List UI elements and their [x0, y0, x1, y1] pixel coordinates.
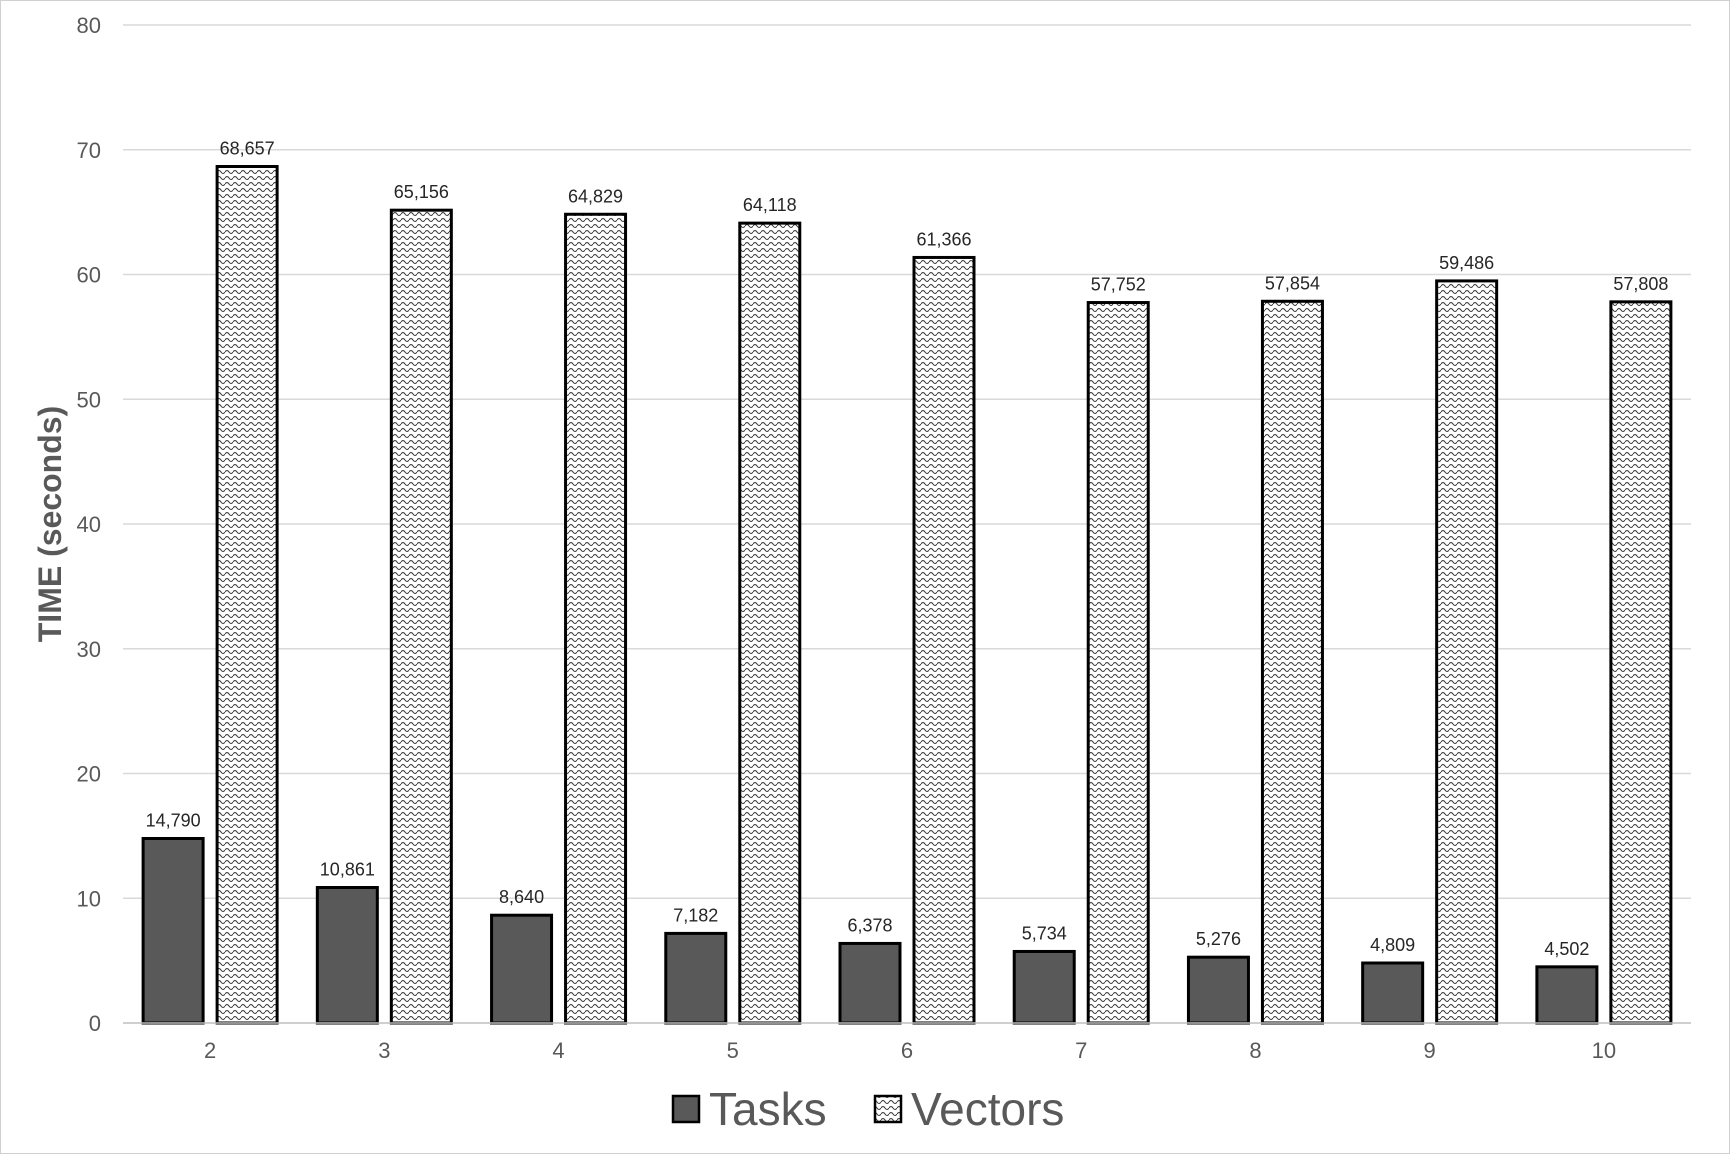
legend-label-vectors: Vectors [911, 1083, 1064, 1135]
bar-vectors-2 [215, 165, 279, 1025]
data-label-vectors-10: 57,808 [1613, 274, 1668, 294]
x-axis-ticks: 2 3 4 5 6 7 8 9 10 [204, 1038, 1616, 1063]
y-tick-label: 70 [77, 138, 101, 163]
bar-tasks-8 [1186, 955, 1250, 1025]
legend-label-tasks: Tasks [709, 1083, 827, 1135]
bar-vectors-7 [1086, 301, 1150, 1025]
x-tick-label: 10 [1592, 1038, 1616, 1063]
data-label-tasks-4: 8,640 [499, 887, 544, 907]
y-tick-label: 50 [77, 387, 101, 412]
bar-tasks-5 [664, 931, 728, 1025]
data-label-tasks-5: 7,182 [673, 905, 718, 925]
x-tick-label: 9 [1424, 1038, 1436, 1063]
x-tick-label: 5 [727, 1038, 739, 1063]
bar-tasks-9 [1361, 961, 1425, 1025]
x-tick-label: 2 [204, 1038, 216, 1063]
data-label-vectors-6: 61,366 [916, 229, 971, 249]
legend-swatch-tasks [671, 1094, 701, 1124]
data-label-vectors-9: 59,486 [1439, 253, 1494, 273]
data-label-tasks-9: 4,809 [1370, 935, 1415, 955]
data-label-tasks-8: 5,276 [1196, 929, 1241, 949]
data-label-vectors-8: 57,854 [1265, 273, 1320, 293]
y-tick-label: 0 [89, 1011, 101, 1036]
legend-swatch-vectors [873, 1094, 903, 1124]
y-axis-ticks: 0 10 20 30 40 50 60 70 80 [77, 13, 101, 1036]
bar-vectors-10 [1609, 300, 1673, 1025]
x-tick-label: 4 [552, 1038, 564, 1063]
x-tick-label: 3 [378, 1038, 390, 1063]
y-tick-label: 10 [77, 886, 101, 911]
bar-tasks-10 [1535, 965, 1599, 1025]
data-label-vectors-3: 65,156 [394, 182, 449, 202]
bar-vectors-9 [1435, 279, 1499, 1025]
data-label-tasks-2: 14,790 [146, 810, 201, 830]
bar-tasks-3 [315, 886, 379, 1025]
y-tick-label: 80 [77, 13, 101, 38]
y-tick-label: 60 [77, 263, 101, 288]
data-label-tasks-10: 4,502 [1544, 939, 1589, 959]
legend: Tasks Vectors [671, 1083, 1064, 1135]
data-label-vectors-7: 57,752 [1091, 275, 1146, 295]
bar-tasks-6 [838, 941, 902, 1025]
x-tick-label: 8 [1249, 1038, 1261, 1063]
bar-vectors-3 [389, 208, 453, 1025]
bar-tasks-7 [1012, 949, 1076, 1025]
bar-tasks-2 [141, 836, 205, 1025]
x-tick-label: 6 [901, 1038, 913, 1063]
gridlines [123, 24, 1691, 899]
x-tick-label: 7 [1075, 1038, 1087, 1063]
y-tick-label: 20 [77, 762, 101, 787]
data-label-vectors-5: 64,118 [743, 195, 797, 215]
bar-tasks-4 [490, 913, 554, 1025]
bar-vectors-4 [564, 212, 628, 1025]
bar-vectors-8 [1260, 299, 1324, 1025]
data-label-vectors-2: 68,657 [220, 139, 275, 159]
y-tick-label: 40 [77, 512, 101, 537]
y-axis-title: TIME (seconds) [32, 406, 68, 642]
data-label-vectors-4: 64,829 [568, 186, 623, 206]
bar-vectors-5 [738, 221, 802, 1025]
data-label-tasks-7: 5,734 [1022, 923, 1067, 943]
data-labels: 14,790 68,657 10,861 65,156 8,640 64,829 7,182… [146, 139, 1669, 959]
data-label-tasks-6: 6,378 [847, 915, 892, 935]
bar-vectors-6 [912, 255, 976, 1025]
data-label-tasks-3: 10,861 [320, 860, 375, 880]
bars [141, 165, 1673, 1025]
y-tick-label: 30 [77, 637, 101, 662]
